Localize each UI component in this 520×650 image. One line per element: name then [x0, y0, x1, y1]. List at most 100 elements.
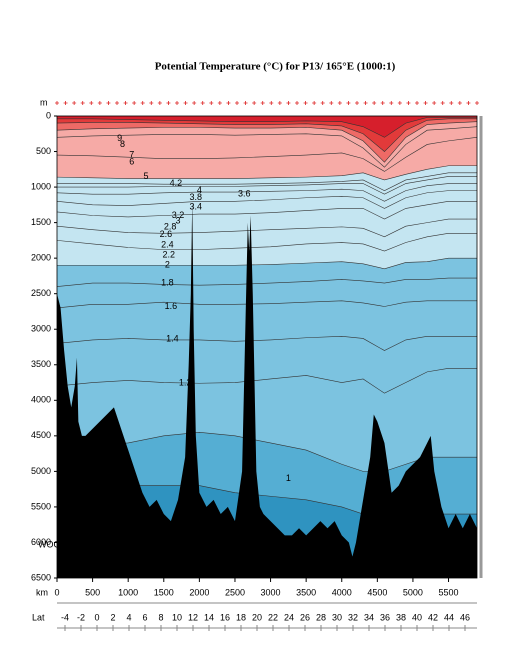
station-marker [243, 101, 248, 105]
watermark: Computer Generated [65, 560, 150, 570]
station-marker [166, 101, 171, 105]
x-tick-label: 1500 [154, 587, 174, 597]
lat-tick-label: 18 [236, 612, 246, 622]
lat-tick-label: 20 [252, 612, 262, 622]
station-marker [440, 101, 445, 105]
isotherm [57, 172, 477, 191]
y-tick-label: 1000 [31, 181, 51, 191]
isotherm [56, 118, 477, 152]
contour-label: 2.6 [160, 229, 173, 239]
x-axis-label: km [36, 587, 48, 597]
contour-label: 3.6 [238, 189, 251, 199]
station-marker [389, 101, 394, 105]
x-tick-label: 3500 [296, 587, 316, 597]
x-tick-label: 5500 [439, 587, 459, 597]
contour-label: 2.4 [161, 240, 174, 250]
contour-label: 6 [129, 157, 134, 167]
isotherm [57, 257, 477, 270]
x-tick-label: 4000 [332, 587, 352, 597]
station-marker [466, 101, 471, 105]
lat-tick-label: 44 [444, 612, 454, 622]
x-tick-label: 2000 [189, 587, 209, 597]
lat-tick-label: 6 [142, 612, 147, 622]
y-tick-label: 1500 [31, 217, 51, 227]
contour-label: 1.2 [179, 378, 192, 388]
lat-tick-label: 8 [158, 612, 163, 622]
station-marker [175, 101, 179, 105]
isotherm [56, 165, 477, 181]
x-tick-label: 2500 [225, 587, 245, 597]
station-marker [329, 101, 334, 105]
station-marker [355, 101, 359, 105]
lat-tick-label: 10 [172, 612, 182, 622]
isotherm [56, 190, 477, 209]
lat-tick-label: 24 [284, 612, 294, 622]
lat-tick-label: 2 [110, 612, 115, 622]
y-tick-label: 3500 [31, 359, 51, 369]
contour-label: 2 [165, 260, 170, 270]
station-marker [217, 101, 222, 105]
contour-label: 2.8 [164, 221, 177, 231]
y-tick-label: 4000 [31, 395, 51, 405]
isotherm [56, 336, 477, 351]
contour-label: 7 [129, 149, 134, 159]
station-marker [269, 101, 274, 105]
y-tick-label: 2000 [31, 253, 51, 263]
y-tick-label: 6500 [31, 572, 51, 582]
station-marker [303, 101, 308, 105]
station-marker [380, 101, 385, 105]
contour-label: 4 [197, 185, 202, 195]
lat-tick-label: 36 [380, 612, 390, 622]
plot-frame [56, 115, 478, 579]
isotherm [56, 121, 478, 163]
station-marker [337, 101, 342, 105]
lat-tick-label: 38 [396, 612, 406, 622]
isotherm [56, 200, 477, 220]
station-marker [449, 101, 454, 105]
station-marker [235, 101, 239, 105]
y-tick-label: 6000 [31, 537, 51, 547]
contour-label: 1.8 [161, 277, 174, 287]
station-marker [397, 101, 402, 105]
lat-tick-label: 42 [428, 612, 438, 622]
station-marker [312, 101, 317, 105]
lat-tick-label: 32 [348, 612, 358, 622]
station-marker [346, 101, 351, 105]
y-tick-label: 500 [36, 146, 51, 156]
station-marker [432, 101, 437, 105]
lat-tick-label: 28 [316, 612, 326, 622]
station-marker [209, 101, 214, 105]
y-tick-label: 5500 [31, 501, 51, 511]
contour-label: 1.6 [165, 301, 178, 311]
station-marker [363, 101, 368, 105]
y-tick-label: 5000 [31, 466, 51, 476]
y-axis-label: m [40, 97, 48, 107]
station-marker [286, 101, 291, 105]
x-tick-label: 0 [54, 587, 59, 597]
station-marker [123, 101, 128, 105]
station-marker [192, 101, 197, 105]
station-marker [320, 101, 325, 105]
station-marker [132, 101, 137, 105]
temperature-band [57, 116, 477, 138]
x-tick-label: 500 [85, 587, 100, 597]
isotherm [56, 183, 477, 202]
lat-tick-label: 46 [460, 612, 470, 622]
station-marker [63, 101, 68, 105]
lat-tick-label: 14 [204, 612, 214, 622]
station-marker [80, 101, 85, 105]
y-tick-label: 4500 [31, 430, 51, 440]
isotherm [56, 368, 477, 394]
lat-tick-label: 30 [332, 612, 342, 622]
station-marker [149, 101, 154, 105]
station-marker [295, 101, 299, 105]
isotherm [56, 137, 478, 172]
isotherm [56, 218, 477, 238]
lat-tick-label: 4 [126, 612, 131, 622]
lat-tick-label: 16 [220, 612, 230, 622]
station-marker [140, 101, 145, 105]
x-tick-label: 1000 [118, 587, 138, 597]
station-marker [277, 101, 282, 105]
contour-label: 3 [176, 216, 181, 226]
logo: WOCE HYDROGRAPHIC ATLAS [38, 539, 172, 549]
